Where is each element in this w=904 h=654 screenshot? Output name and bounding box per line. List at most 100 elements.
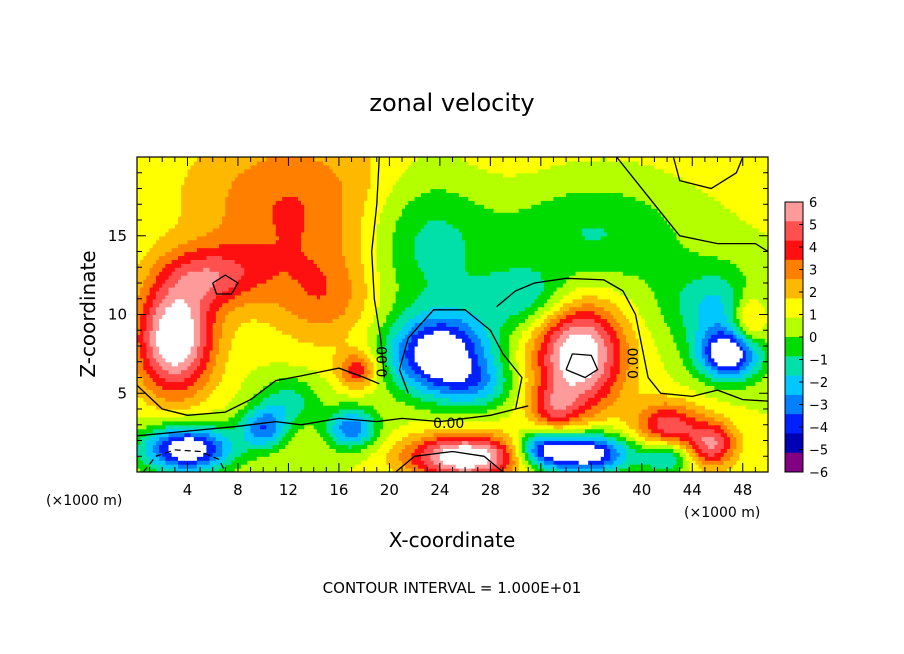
field-cell (206, 338, 211, 343)
field-cell (196, 456, 201, 461)
field-cell (256, 235, 261, 241)
field-cell (231, 334, 236, 339)
field-cell (278, 440, 283, 446)
field-cell (206, 216, 211, 221)
field-cell (165, 338, 170, 343)
field-cell (212, 338, 217, 343)
field-cell (278, 456, 283, 461)
field-cell (200, 409, 204, 414)
field-cell (272, 468, 277, 472)
field-cell (285, 444, 290, 449)
field-cell (140, 460, 144, 465)
field-cell (178, 385, 182, 390)
field-cell (206, 243, 211, 249)
field-cell (237, 247, 242, 253)
field-cell (278, 279, 283, 284)
field-cell (178, 452, 182, 457)
field-cell (165, 231, 170, 237)
field-cell (225, 184, 230, 190)
field-cell (288, 263, 293, 268)
field-cell (219, 176, 223, 182)
field-cell (225, 397, 230, 402)
field-cell (304, 346, 308, 351)
field-cell (263, 338, 267, 343)
field-cell (282, 279, 286, 284)
field-cell (146, 160, 151, 166)
field-cell (250, 369, 255, 375)
field-cell (171, 456, 176, 461)
field-cell (319, 444, 324, 449)
field-cell (149, 188, 154, 194)
field-cell (263, 271, 267, 276)
field-cell (168, 200, 173, 205)
field-cell (225, 231, 230, 237)
field-cell (263, 263, 267, 268)
field-cell (171, 393, 176, 398)
field-cell (162, 424, 166, 430)
field-cell (310, 409, 315, 414)
field-cell (143, 381, 148, 386)
field-cell (291, 460, 296, 465)
field-cell (181, 361, 185, 367)
field-cell (253, 448, 258, 453)
field-cell (247, 223, 252, 229)
field-cell (222, 223, 226, 229)
field-cell (165, 243, 170, 249)
field-cell (137, 338, 141, 343)
field-cell (181, 314, 185, 320)
field-cell (297, 322, 302, 327)
field-cell (272, 259, 277, 264)
field-cell (228, 369, 233, 375)
field-cell (203, 349, 208, 355)
field-cell (174, 464, 179, 469)
field-cell (263, 397, 267, 402)
field-cell (294, 342, 299, 347)
field-cell (174, 259, 179, 264)
field-cell (146, 389, 151, 394)
field-cell (291, 208, 296, 213)
field-cell (219, 357, 223, 363)
field-cell (152, 424, 157, 430)
field-cell (304, 247, 308, 253)
field-cell (253, 176, 258, 182)
field-cell (215, 361, 220, 367)
field-cell (323, 235, 327, 241)
field-cell (297, 231, 302, 237)
field-cell (323, 444, 327, 449)
field-cell (162, 444, 166, 449)
field-cell (196, 353, 201, 359)
field-cell (196, 255, 201, 260)
field-cell (263, 247, 267, 253)
field-cell (200, 259, 204, 264)
field-cell (241, 294, 245, 300)
field-cell (250, 227, 255, 233)
field-cell (278, 318, 283, 323)
field-cell (174, 326, 179, 331)
field-cell (294, 212, 299, 217)
field-cell (137, 239, 141, 245)
field-cell (291, 192, 296, 197)
field-cell (193, 357, 198, 363)
field-cell (247, 353, 252, 359)
field-cell (215, 216, 220, 221)
field-cell (304, 283, 308, 288)
field-cell (253, 389, 258, 394)
field-cell (260, 314, 264, 320)
field-cell (162, 286, 166, 292)
field-cell (200, 393, 204, 398)
field-cell (206, 227, 211, 233)
field-cell (250, 393, 255, 398)
field-cell (200, 267, 204, 272)
field-cell (250, 460, 255, 465)
field-cell (266, 275, 271, 280)
field-cell (247, 235, 252, 241)
field-cell (250, 184, 255, 190)
field-cell (294, 235, 299, 241)
field-cell (291, 456, 296, 461)
field-cell (307, 381, 312, 386)
field-cell (146, 416, 151, 422)
field-cell (266, 330, 271, 335)
field-cell (215, 330, 220, 335)
field-cell (140, 353, 144, 359)
field-cell (178, 464, 182, 469)
